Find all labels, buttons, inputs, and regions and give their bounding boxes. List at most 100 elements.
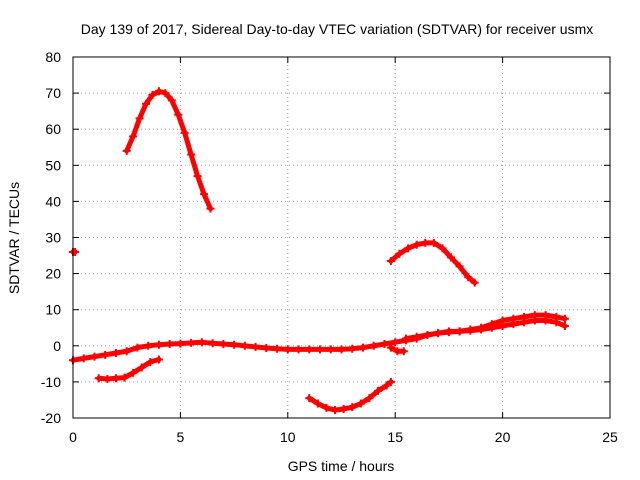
y-tick-label: 0 — [53, 338, 61, 354]
data-point — [133, 343, 142, 352]
data-point — [316, 345, 325, 354]
data-point — [262, 343, 271, 352]
data-point — [399, 347, 408, 356]
data-point — [219, 339, 228, 348]
data-point — [365, 394, 374, 403]
data-point — [421, 238, 430, 247]
data-point — [434, 329, 443, 338]
data-point — [174, 110, 183, 119]
data-point — [331, 406, 340, 415]
y-tick-label: 70 — [45, 85, 61, 101]
y-tick-label: 60 — [45, 121, 61, 137]
x-axis-label: GPS time / hours — [288, 458, 395, 474]
data-point — [447, 253, 456, 262]
data-point — [187, 338, 196, 347]
data-point — [122, 146, 131, 155]
x-tick-label: 10 — [280, 429, 296, 445]
y-tick-label: 50 — [45, 157, 61, 173]
data-point — [187, 150, 196, 159]
data-point — [541, 311, 550, 320]
data-point — [477, 323, 486, 332]
data-point — [380, 339, 389, 348]
data-point — [455, 327, 464, 336]
data-point — [391, 338, 400, 347]
data-point — [412, 332, 421, 341]
data-point — [358, 343, 367, 352]
data-point — [498, 316, 507, 325]
data-point — [464, 273, 473, 282]
data-point — [111, 374, 120, 383]
data-point — [348, 344, 357, 353]
x-tick-label: 25 — [602, 429, 618, 445]
data-point — [487, 320, 496, 329]
data-point — [240, 341, 249, 350]
data-point — [395, 249, 404, 258]
data-point — [94, 374, 103, 383]
data-point — [101, 350, 110, 359]
data-point — [71, 247, 80, 256]
data-point — [466, 325, 475, 334]
data-point — [111, 349, 120, 358]
series-segment-secondary — [403, 312, 568, 342]
x-tick-label: 5 — [177, 429, 185, 445]
data-point — [530, 311, 539, 320]
data-point — [167, 96, 176, 105]
data-point — [161, 89, 170, 98]
y-tick-label: 20 — [45, 266, 61, 282]
y-tick-label: 10 — [45, 302, 61, 318]
y-tick-label: 80 — [45, 49, 61, 65]
data-point — [90, 352, 99, 361]
data-point — [120, 373, 129, 382]
data-point — [401, 334, 410, 343]
data-point — [404, 244, 413, 253]
data-point — [470, 278, 479, 287]
axis-ticks: 0 5 10 15 20 25 -20 -10 0 10 20 30 40 50 60 70 80 — [41, 49, 618, 445]
data-point — [251, 342, 260, 351]
data-point — [429, 238, 438, 247]
y-tick-label: 40 — [45, 193, 61, 209]
data-point — [412, 240, 421, 249]
data-point — [176, 339, 185, 348]
data-point — [122, 347, 131, 356]
data-point — [369, 341, 378, 350]
series-arc-low-midday — [306, 379, 394, 413]
data-point — [438, 244, 447, 253]
data-point — [552, 312, 561, 321]
y-tick-label: -10 — [41, 374, 61, 390]
data-point — [273, 344, 282, 353]
data-point — [305, 394, 314, 403]
data-point — [339, 404, 348, 413]
x-tick-label: 0 — [69, 429, 77, 445]
data-point — [560, 314, 569, 323]
data-point — [374, 386, 383, 395]
chart-title: Day 139 of 2017, Sidereal Day-to-day VTE… — [81, 21, 594, 37]
data-point — [356, 399, 365, 408]
data-point — [137, 363, 146, 372]
series-arc-high-morning — [124, 88, 213, 212]
data-point — [129, 368, 138, 377]
data-point — [326, 345, 335, 354]
data-point — [197, 338, 206, 347]
data-point — [154, 355, 163, 364]
data-point — [348, 403, 357, 412]
data-point — [386, 256, 395, 265]
data-point — [322, 403, 331, 412]
data-point — [165, 339, 174, 348]
data-point — [305, 345, 314, 354]
y-axis-label: SDTVAR / TECUs — [6, 182, 22, 294]
data-point — [206, 204, 215, 213]
data-point — [154, 87, 163, 96]
data-point — [382, 381, 391, 390]
data-point — [386, 343, 395, 352]
data-point — [294, 345, 303, 354]
grid — [73, 57, 610, 418]
data-point — [509, 314, 518, 323]
data-point — [208, 339, 217, 348]
data-point — [230, 340, 239, 349]
y-tick-label: -20 — [41, 410, 61, 426]
data-point — [180, 128, 189, 137]
series-group — [69, 87, 569, 415]
data-point — [444, 327, 453, 336]
data-point — [193, 172, 202, 181]
